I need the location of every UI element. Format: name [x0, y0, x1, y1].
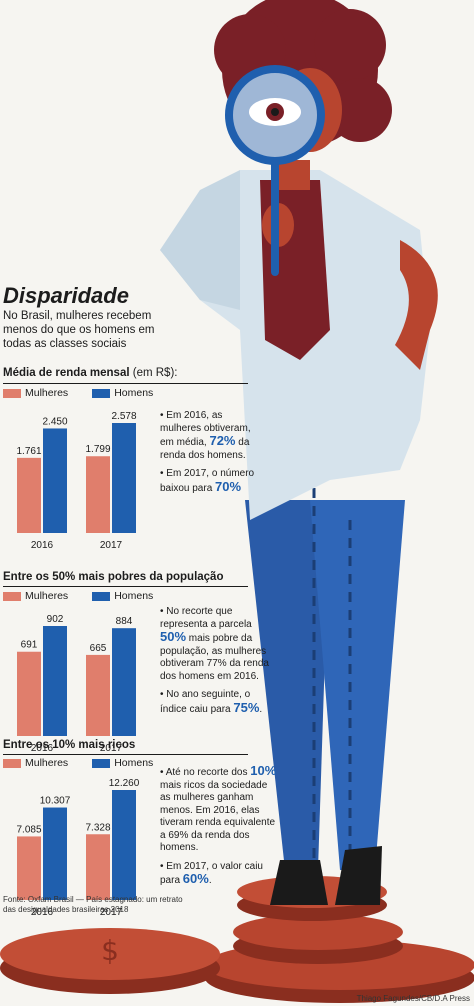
data-label: 2.578	[111, 411, 136, 422]
bar-mulheres-2016	[17, 651, 41, 736]
notes: • Em 2016, as mulheres obtiveram, em méd…	[160, 410, 260, 501]
legend-label-homens: Homens	[114, 590, 154, 602]
note-item: • Em 2017, o número baixou para 70%	[160, 468, 260, 495]
note-text: • Em 2017, o valor caiu para	[160, 860, 263, 887]
bar-mulheres-2017	[86, 834, 110, 900]
legend: Mulheres Homens	[3, 757, 153, 769]
x-tick-label: 2017	[100, 540, 123, 551]
notes: • No recorte que representa a parcela 50…	[160, 606, 278, 722]
x-tick-label: 2016	[31, 743, 54, 754]
note-item: • No ano seguinte, o índice caiu para 75…	[160, 689, 278, 716]
divider	[3, 586, 248, 587]
section-title-text: Média de renda mensal	[3, 367, 130, 379]
bar-mulheres-2017	[86, 456, 110, 533]
notes: • Até no recorte dos 10% mais ricos da s…	[160, 763, 278, 894]
note-highlight: 50%	[160, 629, 187, 644]
section-title: Entre os 50% mais pobres da população	[3, 571, 223, 583]
legend: Mulheres Homens	[3, 590, 153, 602]
note-text: mais pobre da população, as mulheres obt…	[160, 633, 269, 682]
svg-text:$: $	[101, 934, 119, 967]
data-label: 902	[47, 614, 64, 625]
note-highlight: 60%	[182, 871, 209, 886]
bar-homens-2016	[43, 626, 67, 736]
bar-homens-2017	[112, 423, 136, 533]
note-text: .	[208, 875, 212, 886]
x-tick-label: 2017	[100, 907, 123, 918]
data-label: 665	[90, 643, 107, 654]
note-text: .	[259, 703, 263, 715]
note-text: • No ano seguinte, o índice caiu para	[160, 689, 251, 715]
data-label: 12.260	[109, 778, 140, 789]
section-title: Entre os 10% mais ricos	[3, 739, 135, 751]
section-unit: (em R$):	[129, 367, 178, 379]
legend-swatch-homens	[92, 388, 111, 398]
divider	[3, 383, 248, 384]
note-text: • Em 2016, as mulheres obtiveram, em méd…	[160, 410, 251, 448]
x-tick-label: 2016	[31, 907, 54, 918]
section-title-text: Entre os 50% mais pobres da população	[3, 571, 224, 583]
page-title: Disparidade	[3, 283, 129, 308]
data-label: 884	[116, 616, 133, 627]
legend: Mulheres Homens	[3, 387, 153, 399]
source-note: Fonte: Oxfam Brasil — País estagnado: um…	[3, 895, 183, 914]
bar-homens-2017	[112, 628, 136, 736]
legend-label-mulheres: Mulheres	[25, 590, 69, 602]
note-highlight: 75%	[233, 699, 260, 715]
note-item: • Em 2017, o valor caiu para 60%.	[160, 861, 278, 888]
section-title-text: Entre os 10% mais ricos	[3, 739, 136, 751]
credit: Thiago Fagundes/CB/D.A Press	[356, 994, 470, 1003]
section-title: Média de renda mensal (em R$):	[3, 367, 177, 379]
x-tick-label: 2017	[100, 743, 123, 754]
note-highlight: 72%	[209, 433, 236, 448]
divider	[3, 754, 248, 755]
legend-swatch-mulheres	[3, 388, 21, 398]
legend-label-mulheres: Mulheres	[25, 387, 69, 399]
legend-swatch-mulheres	[3, 591, 21, 601]
note-text: • Em 2017, o número baixou para	[160, 468, 255, 494]
note-item: • Até no recorte dos 10% mais ricos da s…	[160, 763, 278, 855]
bar-mulheres-2016	[17, 457, 41, 533]
data-label: 1.761	[16, 446, 41, 457]
note-highlight: 70%	[215, 478, 242, 494]
note-text: da renda dos homens.	[160, 437, 250, 461]
legend-swatch-homens	[92, 758, 111, 768]
bar-mulheres-2017	[86, 654, 110, 736]
data-label: 691	[21, 640, 38, 651]
bar-homens-2017	[112, 790, 136, 900]
bar-homens-2016	[43, 428, 67, 533]
bar-chart: 691 902 2016 665 884 2017	[17, 614, 136, 754]
data-label: 7.328	[85, 822, 110, 833]
bar-homens-2016	[43, 807, 67, 900]
data-label: 1.799	[85, 444, 110, 455]
bar-chart: 7.085 10.307 2016 7.328 12.260 2017	[16, 778, 140, 918]
legend-label-homens: Homens	[114, 757, 154, 769]
page-subtitle: No Brasil, mulheres recebem menos do que…	[3, 310, 155, 350]
bar-mulheres-2016	[17, 836, 41, 900]
note-item: • No recorte que representa a parcela 50…	[160, 606, 278, 683]
legend-label-mulheres: Mulheres	[25, 757, 69, 769]
data-label: 2.450	[42, 416, 67, 427]
coin-stack-icon: $	[0, 876, 474, 1003]
note-highlight: 10%	[250, 763, 277, 778]
data-label: 7.085	[16, 824, 41, 835]
bar-chart: 1.761 2.450 2016 1.799 2.578 2017	[16, 411, 136, 551]
x-tick-label: 2016	[31, 540, 54, 551]
note-item: • Em 2016, as mulheres obtiveram, em méd…	[160, 410, 260, 462]
legend-swatch-homens	[92, 591, 111, 601]
legend-swatch-mulheres	[3, 758, 21, 768]
legend-label-homens: Homens	[114, 387, 154, 399]
note-text: • Até no recorte dos	[160, 767, 251, 778]
data-label: 10.307	[40, 796, 71, 807]
note-text: mais ricos da sociedade as mulheres ganh…	[160, 779, 276, 854]
note-text: • No recorte que representa a parcela	[160, 606, 252, 630]
